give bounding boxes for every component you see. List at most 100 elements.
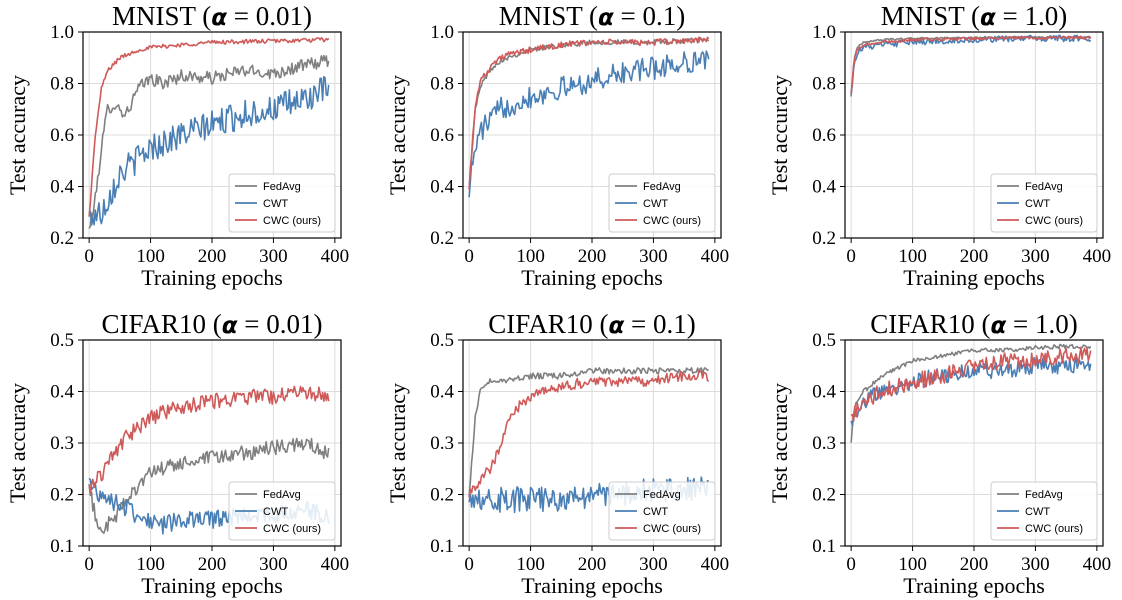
x-tick-label: 400 — [1083, 246, 1112, 267]
x-tick-label: 200 — [960, 554, 989, 575]
x-tick-label: 300 — [639, 554, 668, 575]
x-tick-label: 0 — [464, 246, 474, 267]
y-tick-label: 1.0 — [50, 22, 74, 43]
subplot-cifar10-alpha-0_01: 0 100 200 300 400 0.1 0.2 0.3 0.4 0.5 CIFAR10 (α =… — [5, 309, 349, 598]
series-line-cwc-ours — [88, 37, 330, 217]
series-group — [850, 343, 1092, 443]
x-tick-label: 400 — [321, 554, 350, 575]
title-suffix: = 0.01) — [238, 309, 323, 339]
legend: FedAvg CWT CWC (ours) — [990, 173, 1098, 233]
legend-box — [228, 173, 336, 233]
x-tick-label: 100 — [136, 554, 165, 575]
title-alpha-symbol: α — [222, 313, 238, 339]
y-tick-label: 0.5 — [430, 330, 454, 351]
y-axis-label: Test accuracy — [5, 75, 30, 195]
legend: FedAvg CWT CWC (ours) — [608, 173, 716, 233]
series-group — [850, 34, 1092, 97]
y-tick-label: 0.2 — [812, 228, 836, 249]
title-prefix: MNIST ( — [112, 1, 211, 31]
x-tick-label: 300 — [1021, 554, 1050, 575]
x-tick-label: 200 — [578, 554, 607, 575]
legend-entry: CWC (ours) — [263, 523, 321, 535]
title-alpha-symbol: α — [598, 5, 614, 31]
legend-entry: FedAvg — [263, 489, 301, 501]
series-line-cwc-ours — [850, 346, 1092, 423]
y-tick-label: 0.8 — [50, 74, 74, 95]
title-alpha-symbol: α — [980, 5, 996, 31]
legend: FedAvg CWT CWC (ours) — [608, 481, 716, 541]
series-line-cwt — [468, 50, 710, 198]
x-tick-label: 200 — [198, 554, 227, 575]
x-axis-label: Training epochs — [141, 265, 283, 290]
y-tick-label: 0.2 — [50, 485, 74, 506]
y-tick-label: 1.0 — [430, 22, 454, 43]
x-tick-label: 200 — [960, 246, 989, 267]
y-tick-label: 0.5 — [50, 330, 74, 351]
title-prefix: MNIST ( — [499, 1, 598, 31]
title-prefix: CIFAR10 ( — [870, 309, 990, 339]
legend-entry: CWT — [1025, 506, 1050, 518]
subplot-title: CIFAR10 (α = 0.01) — [101, 309, 322, 339]
legend-entry: CWT — [263, 506, 288, 518]
legend-box — [608, 173, 716, 233]
y-tick-label: 0.4 — [812, 382, 836, 403]
legend-box — [228, 481, 336, 541]
x-tick-label: 300 — [639, 246, 668, 267]
series-line-cwt — [88, 75, 330, 226]
x-axis-label: Training epochs — [903, 573, 1045, 598]
series-line-cwt — [850, 34, 1092, 95]
y-tick-label: 0.6 — [50, 125, 74, 146]
y-tick-label: 0.4 — [50, 177, 74, 198]
y-tick-label: 0.1 — [812, 536, 836, 557]
title-prefix: MNIST ( — [881, 1, 980, 31]
legend-entry: FedAvg — [643, 181, 681, 193]
legend: FedAvg CWT CWC (ours) — [228, 173, 336, 233]
series-line-cwc-ours — [88, 385, 330, 494]
title-alpha-symbol: α — [990, 313, 1006, 339]
legend-entry: CWT — [643, 198, 668, 210]
subplot-mnist-alpha-0_1: 0 100 200 300 400 0.2 0.4 0.6 0.8 1.0 MNIST (α = 0… — [385, 1, 729, 290]
legend-box — [990, 173, 1098, 233]
y-axis-label: Test accuracy — [5, 383, 30, 503]
x-tick-label: 300 — [1021, 246, 1050, 267]
legend-box — [608, 481, 716, 541]
x-tick-label: 200 — [198, 246, 227, 267]
y-tick-label: 0.4 — [812, 177, 836, 198]
title-suffix: = 1.0) — [996, 1, 1067, 31]
y-tick-label: 0.1 — [430, 536, 454, 557]
subplot-mnist-alpha-0_01: 0 100 200 300 400 0.2 0.4 0.6 0.8 1.0 MNIST (α = 0… — [5, 1, 349, 290]
subplot-title: CIFAR10 (α = 0.1) — [488, 309, 696, 339]
x-tick-label: 0 — [84, 554, 94, 575]
y-tick-label: 0.6 — [812, 125, 836, 146]
subplot-title: CIFAR10 (α = 1.0) — [870, 309, 1078, 339]
legend-entry: FedAvg — [263, 181, 301, 193]
y-tick-label: 0.8 — [812, 74, 836, 95]
y-tick-label: 0.2 — [812, 485, 836, 506]
series-line-fedavg — [850, 35, 1092, 97]
title-suffix: = 0.1) — [614, 1, 685, 31]
legend-entry: CWC (ours) — [263, 215, 321, 227]
legend-entry: FedAvg — [643, 489, 681, 501]
x-tick-label: 200 — [578, 246, 607, 267]
x-tick-label: 100 — [898, 554, 927, 575]
legend-box — [990, 481, 1098, 541]
x-tick-label: 0 — [464, 554, 474, 575]
title-suffix: = 0.1) — [624, 309, 695, 339]
x-tick-label: 100 — [136, 246, 165, 267]
y-axis-label: Test accuracy — [385, 75, 410, 195]
y-tick-label: 0.4 — [50, 382, 74, 403]
legend-entry: CWT — [643, 506, 668, 518]
title-prefix: CIFAR10 ( — [488, 309, 608, 339]
x-tick-label: 100 — [516, 554, 545, 575]
y-axis-label: Test accuracy — [385, 383, 410, 503]
subplot-title: MNIST (α = 0.1) — [499, 1, 686, 31]
title-alpha-symbol: α — [211, 5, 227, 31]
x-tick-label: 0 — [846, 554, 856, 575]
title-suffix: = 0.01) — [227, 1, 312, 31]
subplot-title: MNIST (α = 1.0) — [881, 1, 1068, 31]
y-tick-label: 0.2 — [430, 228, 454, 249]
x-tick-label: 300 — [259, 246, 288, 267]
x-tick-label: 400 — [1083, 554, 1112, 575]
y-tick-label: 0.2 — [50, 228, 74, 249]
legend-entry: CWT — [263, 198, 288, 210]
